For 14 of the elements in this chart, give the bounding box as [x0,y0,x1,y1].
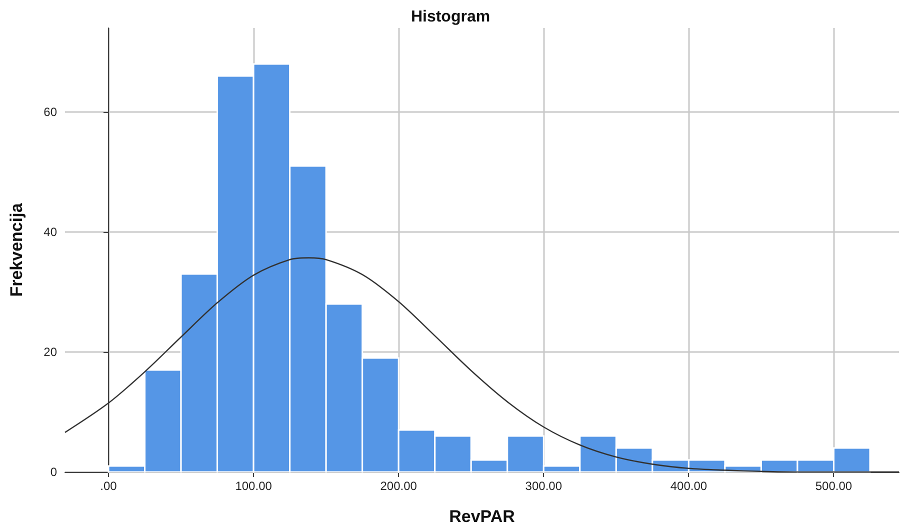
y-axis-title: Frekvencija [7,202,26,297]
x-axis-title: RevPAR [449,507,515,526]
x-tick-label: .00 [100,479,118,493]
x-tick-label: 300.00 [525,479,562,493]
x-tick-label: 200.00 [380,479,418,493]
x-tick-label: 400.00 [670,479,708,493]
y-tick-label: 20 [44,345,58,359]
line-series [64,257,900,473]
y-tick-label: 40 [44,225,58,239]
y-tick-label: 60 [44,105,58,119]
chart-title: Histogram [410,8,490,26]
x-tick-label: 500.00 [815,479,852,493]
x-tick-label: 100.00 [235,479,272,493]
y-tick-label: 0 [50,465,58,479]
